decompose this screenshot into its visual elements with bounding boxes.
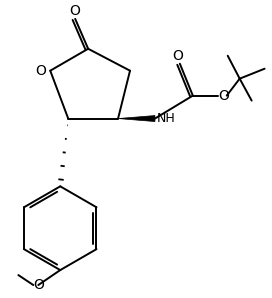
Text: O: O: [33, 278, 44, 292]
Text: O: O: [70, 4, 81, 18]
Polygon shape: [118, 116, 155, 122]
Text: NH: NH: [157, 112, 176, 125]
Text: O: O: [35, 64, 46, 78]
Text: O: O: [172, 49, 183, 63]
Text: O: O: [219, 89, 230, 103]
